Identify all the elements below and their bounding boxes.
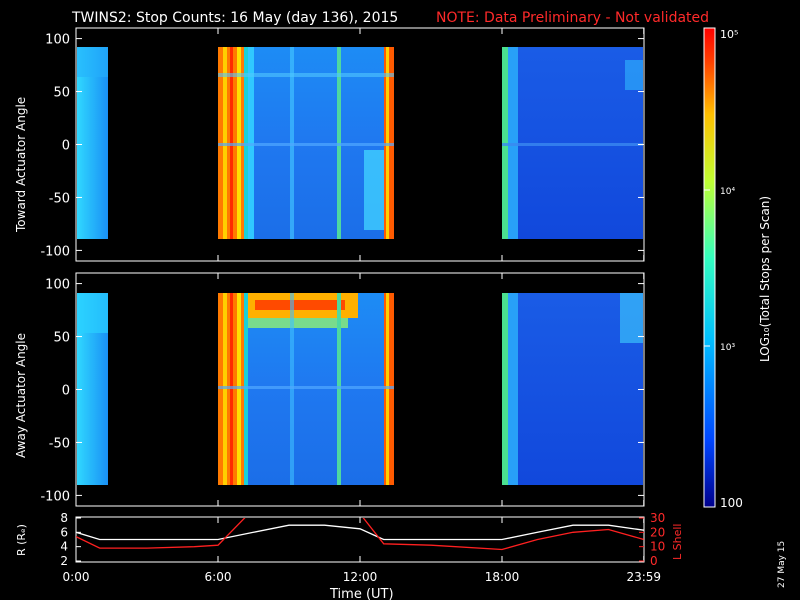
- away-ytick-label: 0: [62, 384, 70, 399]
- chart-title: TWINS2: Stop Counts: 16 May (day 136), 2…: [71, 10, 398, 26]
- away-segment-3: [502, 293, 643, 485]
- xtick-label: 23:59: [626, 570, 661, 584]
- colorbar-gradient: [703, 27, 716, 508]
- panel-orbit-ylabel-left: R (Rₑ): [15, 524, 28, 556]
- datestamp: 27 May 15: [777, 541, 787, 588]
- orbit-left-ytick-label: 4: [60, 540, 68, 554]
- away-ytick-label: 100: [45, 278, 70, 293]
- panel-toward: [75, 27, 645, 262]
- toward-ytick-label: -100: [40, 244, 70, 259]
- toward-segment-1: [77, 47, 108, 239]
- colorbar-tick-1e4: 10⁴: [720, 187, 735, 197]
- colorbar-tick-1e5: 10⁵: [720, 28, 738, 41]
- panel-away-ylabel: Away Actuator Angle: [14, 333, 28, 458]
- away-ytick-label: 50: [53, 331, 70, 346]
- xtick-label: 6:00: [205, 570, 232, 584]
- xtick-label: 0:00: [63, 570, 90, 584]
- xtick-label: 18:00: [485, 570, 520, 584]
- away-ytick-label: -50: [49, 436, 70, 451]
- xaxis-label: Time (UT): [329, 587, 394, 600]
- colorbar-tick-1e3: 10³: [720, 343, 735, 353]
- orbit-lshell-line: [76, 518, 644, 551]
- colorbar-tick-100: 100: [720, 496, 743, 510]
- chart-note: NOTE: Data Preliminary - Not validated: [436, 10, 709, 26]
- colorbar-label: LOG₁₀(Total Stops per Scan): [758, 196, 772, 362]
- toward-ytick-label: -50: [49, 191, 70, 206]
- toward-ytick-label: 50: [53, 86, 70, 101]
- panel-orbit-ylabel-right: L Shell: [671, 524, 684, 560]
- colorbar: 10⁵ 10⁴ 10³ 100 LOG₁₀(Total Stops per Sc…: [703, 27, 772, 510]
- orbit-left-ytick-label: 8: [60, 511, 68, 525]
- orbit-r-line: [76, 524, 644, 541]
- orbit-right-ytick-label: 0: [650, 554, 658, 568]
- orbit-right-ytick-label: 10: [650, 540, 665, 554]
- orbit-left-ytick-label: 6: [60, 525, 68, 539]
- xtick-label: 12:00: [343, 570, 378, 584]
- orbit-left-ytick-label: 2: [60, 554, 68, 568]
- toward-ytick-label: 0: [62, 139, 70, 154]
- orbit-right-ytick-label: 30: [650, 511, 665, 525]
- orbit-right-ytick-label: 20: [650, 525, 665, 539]
- panel-away: [75, 272, 645, 507]
- away-ytick-label: -100: [40, 489, 70, 504]
- panel-toward-ylabel: Toward Actuator Angle: [14, 97, 28, 233]
- toward-ytick-label: 100: [45, 33, 70, 48]
